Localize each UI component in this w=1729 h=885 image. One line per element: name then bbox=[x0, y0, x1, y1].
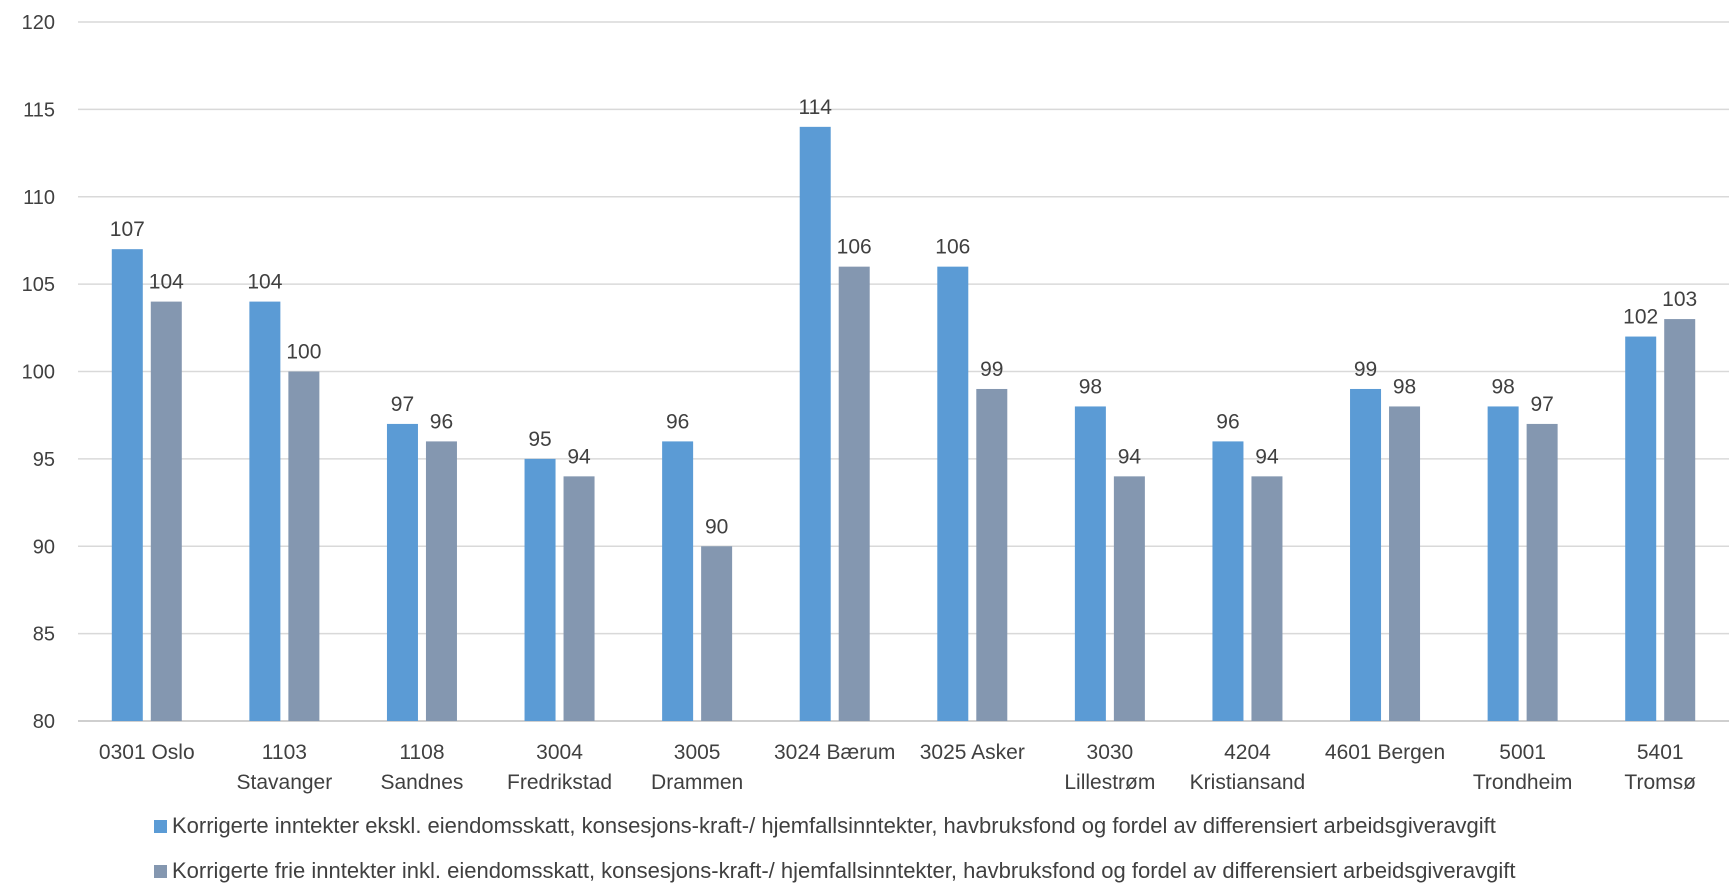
bar-s1-10 bbox=[1487, 406, 1519, 721]
y-tick-label-115: 115 bbox=[23, 99, 55, 121]
bar-s1-3 bbox=[524, 458, 556, 721]
y-tick-label-110: 110 bbox=[23, 187, 55, 209]
data-label-s1-5: 114 bbox=[798, 96, 832, 119]
x-tick-label-1-1: Stavanger bbox=[237, 771, 333, 794]
legend-swatch-series-1 bbox=[154, 819, 167, 833]
data-label-s1-6: 106 bbox=[935, 236, 970, 259]
y-tick-label-95: 95 bbox=[33, 449, 55, 471]
data-label-s2-8: 94 bbox=[1255, 445, 1279, 468]
bar-chart: 80 85 90 95 100 105 110 115 120 107 104 104 100 97 96… bbox=[22, 12, 1729, 794]
data-label-s1-2: 97 bbox=[391, 393, 414, 416]
x-tick-label-8-0: 4204 bbox=[1224, 741, 1271, 764]
x-tick-label-10-1: Trondheim bbox=[1473, 771, 1573, 794]
bar-s1-6 bbox=[937, 266, 969, 721]
data-label-s2-3: 94 bbox=[567, 445, 591, 468]
x-tick-label-2-1: Sandnes bbox=[381, 771, 464, 794]
data-label-s1-9: 99 bbox=[1354, 358, 1377, 381]
bar-s2-11 bbox=[1664, 319, 1696, 721]
legend-label-series-2: Korrigerte frie inntekter inkl. eiendoms… bbox=[172, 858, 1516, 883]
x-tick-label-4-1: Drammen bbox=[651, 771, 743, 794]
x-tick-label-11-1: Tromsø bbox=[1624, 771, 1696, 794]
bar-s2-8 bbox=[1251, 476, 1283, 721]
data-label-s1-0: 107 bbox=[110, 218, 145, 241]
data-label-s2-11: 103 bbox=[1662, 288, 1697, 311]
bar-s1-7 bbox=[1074, 406, 1106, 721]
x-tick-label-3-1: Fredrikstad bbox=[507, 771, 612, 794]
data-label-s1-10: 98 bbox=[1491, 375, 1514, 398]
data-label-s2-4: 90 bbox=[705, 515, 728, 538]
x-tick-label-7-1: Lillestrøm bbox=[1064, 771, 1155, 794]
data-label-s2-1: 100 bbox=[286, 341, 321, 364]
y-tick-label-100: 100 bbox=[22, 362, 55, 384]
legend-label-series-1: Korrigerte inntekter ekskl. eiendomsskat… bbox=[172, 813, 1496, 838]
bar-s2-6 bbox=[976, 388, 1008, 721]
data-labels: 107 104 104 100 97 96 95 94 96 90 114 106 106 99 98 94 9… bbox=[110, 96, 1697, 538]
bar-s2-7 bbox=[1113, 476, 1145, 721]
data-label-s2-9: 98 bbox=[1393, 375, 1416, 398]
y-axis: 80 85 90 95 100 105 110 115 120 bbox=[22, 12, 55, 733]
bar-s2-3 bbox=[563, 476, 595, 721]
x-tick-label-2-0: 1108 bbox=[399, 741, 444, 764]
bar-s1-0 bbox=[111, 249, 143, 722]
bar-s1-2 bbox=[386, 423, 418, 721]
bar-s2-9 bbox=[1389, 406, 1421, 721]
x-axis: 0301 Oslo 1103 Stavanger 1108 Sandnes 3004 Fre… bbox=[99, 741, 1696, 794]
data-label-s1-7: 98 bbox=[1079, 375, 1102, 398]
x-tick-label-3-0: 3004 bbox=[536, 741, 583, 764]
bar-s1-11 bbox=[1625, 336, 1657, 721]
y-tick-label-85: 85 bbox=[33, 624, 55, 646]
x-tick-label-10-0: 5001 bbox=[1499, 741, 1546, 764]
data-label-s1-3: 95 bbox=[528, 428, 551, 451]
data-label-s1-1: 104 bbox=[247, 271, 282, 294]
bar-s2-0 bbox=[150, 301, 182, 721]
data-label-s2-7: 94 bbox=[1118, 445, 1142, 468]
bar-s2-1 bbox=[288, 371, 320, 721]
bar-s1-5 bbox=[799, 126, 831, 722]
x-tick-label-1-0: 1103 bbox=[262, 741, 307, 764]
bar-s1-4 bbox=[662, 441, 694, 721]
x-tick-label-9-0: 4601 Bergen bbox=[1325, 741, 1445, 764]
y-tick-label-105: 105 bbox=[22, 274, 55, 296]
data-label-s1-11: 102 bbox=[1623, 306, 1658, 329]
bar-s1-1 bbox=[249, 301, 281, 721]
data-label-s2-6: 99 bbox=[980, 358, 1003, 381]
x-tick-label-8-1: Kristiansand bbox=[1190, 771, 1306, 794]
y-tick-label-120: 120 bbox=[22, 12, 55, 34]
x-tick-label-4-0: 3005 bbox=[674, 741, 721, 764]
bar-s2-4 bbox=[701, 546, 733, 721]
legend-swatch-series-2 bbox=[154, 864, 167, 878]
data-label-s2-5: 106 bbox=[837, 236, 872, 259]
y-tick-label-80: 80 bbox=[33, 711, 55, 733]
legend-item-series-1: Korrigerte inntekter ekskl. eiendomsskat… bbox=[154, 813, 1496, 839]
x-tick-label-7-0: 3030 bbox=[1087, 741, 1134, 764]
data-label-s1-4: 96 bbox=[666, 410, 689, 433]
bar-s2-10 bbox=[1526, 423, 1558, 721]
x-tick-label-11-0: 5401 bbox=[1637, 741, 1684, 764]
x-tick-label-0-0: 0301 Oslo bbox=[99, 741, 195, 764]
legend-item-series-2: Korrigerte frie inntekter inkl. eiendoms… bbox=[154, 858, 1515, 884]
data-label-s2-0: 104 bbox=[149, 271, 184, 294]
bar-s2-2 bbox=[425, 441, 457, 721]
x-tick-label-5-0: 3024 Bærum bbox=[774, 741, 895, 764]
bar-s1-9 bbox=[1350, 388, 1382, 721]
x-tick-label-6-0: 3025 Asker bbox=[920, 741, 1025, 764]
data-label-s2-2: 96 bbox=[430, 410, 453, 433]
bar-s2-5 bbox=[838, 266, 870, 721]
bar-s1-8 bbox=[1212, 441, 1244, 721]
data-label-s2-10: 97 bbox=[1530, 393, 1553, 416]
data-label-s1-8: 96 bbox=[1216, 410, 1239, 433]
gridlines bbox=[78, 21, 1729, 722]
bars bbox=[111, 126, 1696, 722]
y-tick-label-90: 90 bbox=[33, 536, 55, 558]
